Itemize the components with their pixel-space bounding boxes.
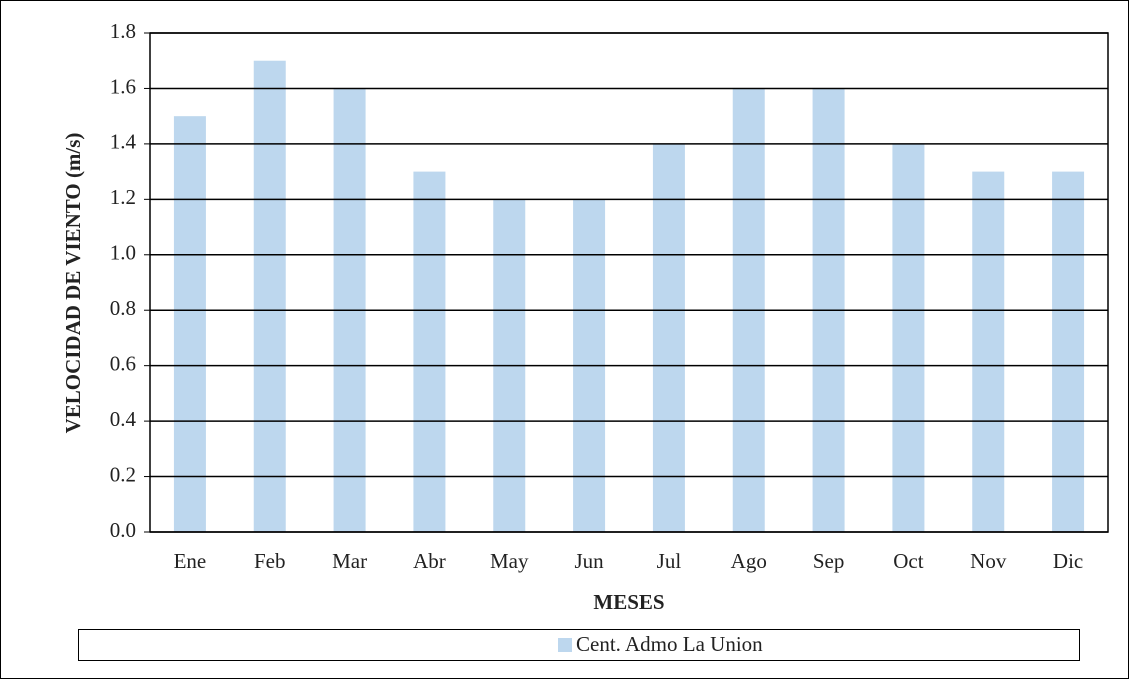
x-tick-label: Nov	[970, 549, 1007, 573]
y-tick-label: 0.2	[110, 462, 136, 486]
x-tick-label: May	[490, 549, 529, 573]
x-tick-label: Feb	[254, 549, 286, 573]
x-tick-label: Ene	[174, 549, 207, 573]
bar	[652, 143, 685, 532]
y-tick-label: 1.4	[110, 130, 137, 154]
y-tick-label: 1.6	[110, 74, 136, 98]
x-tick-label: Abr	[413, 549, 446, 573]
legend-label: Cent. Admo La Union	[576, 632, 763, 656]
x-tick-label: Dic	[1053, 549, 1083, 573]
y-tick-label: 1.0	[110, 241, 136, 265]
y-tick-label: 1.2	[110, 185, 136, 209]
plot-border	[149, 32, 1109, 533]
y-tick-label: 0.0	[110, 518, 136, 542]
bar	[413, 171, 446, 532]
bar	[1052, 171, 1085, 532]
bar	[173, 116, 206, 533]
y-tick-label: 0.6	[110, 351, 136, 375]
legend-swatch	[558, 638, 572, 652]
bar	[253, 60, 286, 532]
x-tick-label: Jul	[657, 549, 682, 573]
x-axis-label: MESES	[593, 590, 664, 614]
y-axis-label: VELOCIDAD DE VIENTO (m/s)	[61, 133, 85, 434]
bar	[892, 143, 925, 532]
x-tick-label: Oct	[893, 549, 923, 573]
legend-box	[78, 629, 1080, 661]
y-tick-label: 1.8	[110, 19, 136, 43]
bar	[972, 171, 1005, 532]
y-tick-label: 0.4	[110, 407, 137, 431]
x-tick-label: Mar	[332, 549, 367, 573]
x-tick-label: Jun	[574, 549, 604, 573]
x-tick-label: Ago	[731, 549, 767, 573]
x-tick-label: Sep	[813, 549, 845, 573]
y-tick-label: 0.8	[110, 296, 136, 320]
